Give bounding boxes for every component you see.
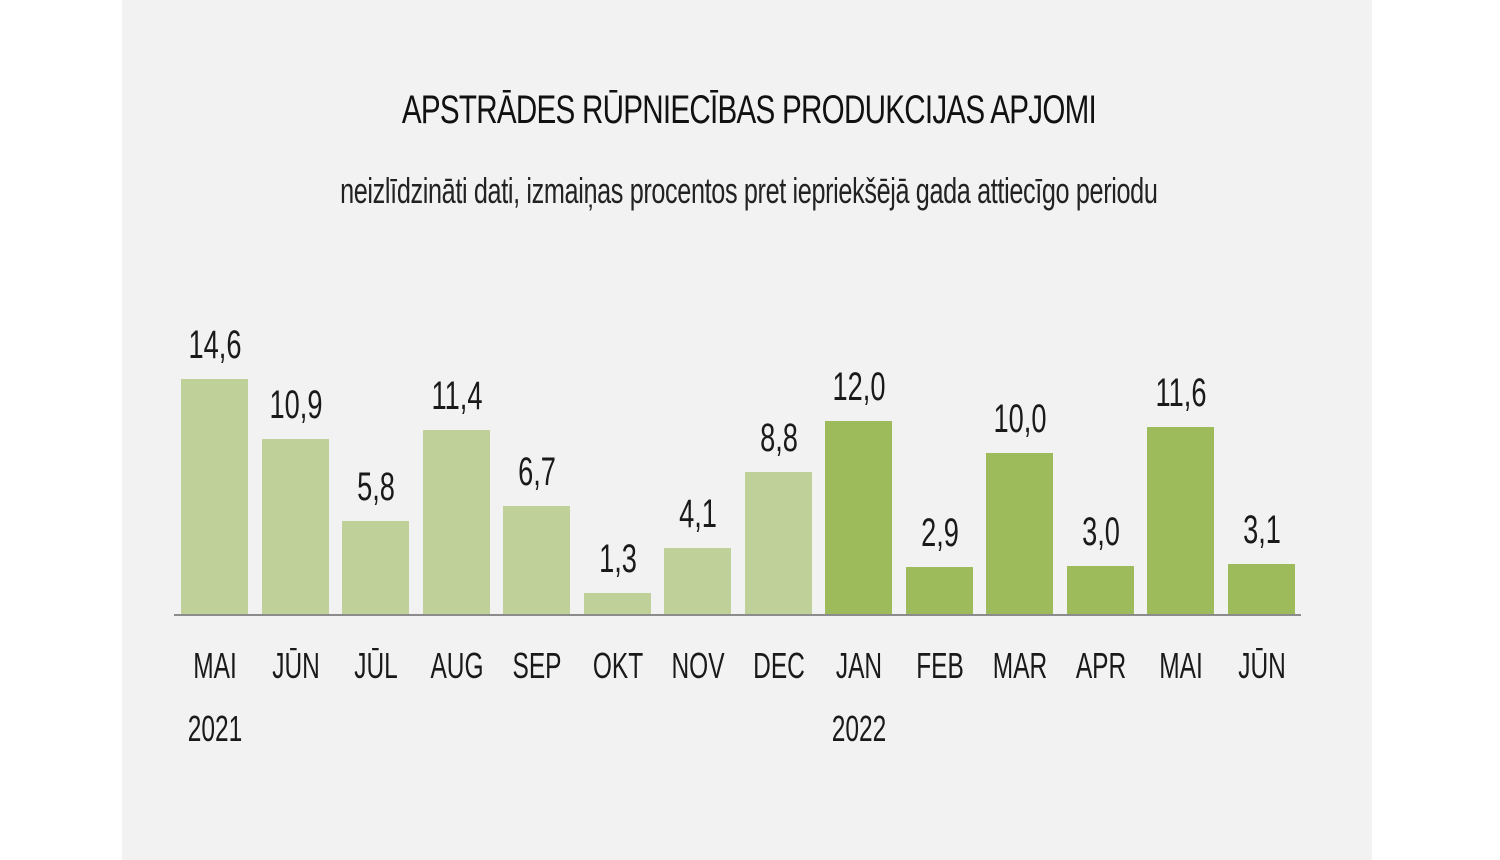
- bar: [906, 567, 973, 614]
- bar-value-label: 11,4: [431, 374, 482, 418]
- x-axis-line: [174, 614, 1301, 616]
- x-tick-label: JŪL: [353, 645, 398, 686]
- bar-value-label: 11,6: [1155, 371, 1206, 415]
- x-tick-label: FEB: [915, 645, 964, 686]
- year-label: 2021: [187, 708, 242, 749]
- bar: [423, 430, 490, 614]
- x-tick-label: JŪN: [271, 645, 320, 686]
- x-tick-label: MAI: [192, 645, 237, 686]
- bar-value-label: 10,0: [993, 397, 1046, 441]
- bar-value-label: 2,9: [920, 511, 959, 555]
- bar-value-label: 14,6: [188, 323, 241, 367]
- bar-value-label: 3,0: [1081, 510, 1120, 554]
- x-tick-label: AUG: [429, 645, 484, 686]
- year-label: 2022: [831, 708, 886, 749]
- bar-value-label: 5,8: [356, 465, 395, 509]
- x-tick-label: APR: [1075, 645, 1126, 686]
- x-tick-label: DEC: [752, 645, 805, 686]
- bar-value-label: 1,3: [598, 537, 637, 581]
- chart-title: APSTRĀDES RŪPNIECĪBAS PRODUKCIJAS APJOMI: [401, 88, 1097, 132]
- x-tick-label: JAN: [835, 645, 882, 686]
- x-tick-label: NOV: [670, 645, 725, 686]
- bar: [181, 379, 248, 614]
- bar: [503, 506, 570, 614]
- bar: [986, 453, 1053, 614]
- bar: [825, 421, 892, 614]
- bar-value-label: 12,0: [832, 365, 885, 409]
- x-tick-label: SEP: [511, 645, 561, 686]
- bar: [745, 472, 812, 614]
- bar-value-label: 8,8: [759, 416, 798, 460]
- x-tick-label: MAR: [992, 645, 1047, 686]
- bar: [1067, 566, 1134, 614]
- chart-subtitle: neizlīdzināti dati, izmaiņas procentos p…: [340, 170, 1158, 211]
- bar: [342, 521, 409, 614]
- x-tick-label: JŪN: [1237, 645, 1286, 686]
- bar-value-label: 4,1: [678, 492, 717, 536]
- bar: [584, 593, 651, 614]
- bar-value-label: 3,1: [1242, 508, 1281, 552]
- bar-value-label: 10,9: [269, 383, 322, 427]
- x-tick-label: OKT: [592, 645, 643, 686]
- x-tick-label: MAI: [1158, 645, 1203, 686]
- bar: [1228, 564, 1295, 614]
- bar: [262, 439, 329, 614]
- bar: [664, 548, 731, 614]
- bar: [1147, 427, 1214, 614]
- bar-value-label: 6,7: [517, 450, 556, 494]
